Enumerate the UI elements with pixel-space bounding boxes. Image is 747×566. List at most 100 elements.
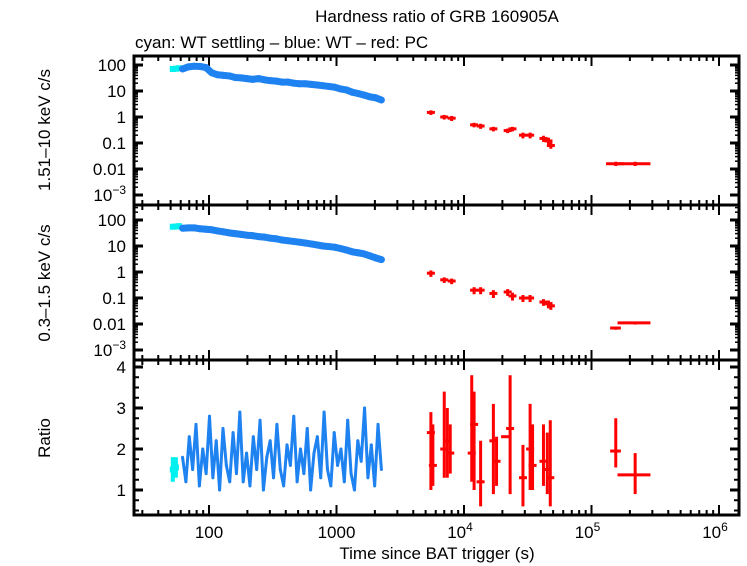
blue-point — [179, 224, 187, 232]
blue-point — [336, 245, 344, 253]
y-tick-label: 1 — [117, 108, 126, 127]
blue-point — [231, 74, 239, 82]
blue-point — [285, 443, 289, 447]
blue-point — [305, 427, 309, 430]
y-tick-label: 1 — [117, 263, 126, 282]
blue-point — [258, 418, 262, 422]
x-tick-label: 104 — [447, 520, 473, 542]
blue-point — [184, 224, 192, 232]
blue-point — [290, 79, 298, 87]
blue-point — [278, 468, 282, 471]
blue-point — [228, 480, 232, 484]
blue-point — [339, 447, 343, 451]
blue-point — [336, 85, 344, 93]
blue-series-ratio — [181, 406, 383, 492]
blue-point — [307, 80, 315, 88]
blue-point — [292, 414, 296, 418]
blue-point — [288, 463, 292, 467]
blue-point — [218, 488, 222, 492]
blue-point — [260, 76, 268, 84]
blue-point — [196, 62, 204, 70]
y-tick-label: 100 — [98, 56, 126, 75]
blue-point — [325, 82, 333, 90]
blue-point — [325, 468, 329, 471]
blue-point — [190, 224, 198, 232]
blue-point — [301, 80, 309, 88]
blue-point — [278, 78, 286, 86]
blue-point — [237, 74, 245, 82]
blue-point — [377, 256, 385, 264]
blue-point — [184, 480, 188, 484]
blue-point — [202, 64, 210, 72]
blue-point — [377, 96, 385, 104]
blue-point — [366, 93, 374, 101]
blue-point — [202, 225, 210, 233]
blue-point — [251, 435, 255, 439]
blue-point — [322, 410, 326, 414]
y-tick-label: 0.1 — [102, 289, 126, 308]
y-tick-label: 0.01 — [93, 160, 126, 179]
blue-point — [331, 83, 339, 91]
blue-point — [313, 81, 321, 89]
blue-point — [284, 237, 292, 245]
blue-point — [373, 484, 377, 488]
blue-point — [302, 472, 306, 476]
y-tick-label: 0.01 — [93, 315, 126, 334]
blue-point — [372, 254, 380, 262]
blue-point — [214, 71, 222, 79]
blue-point — [369, 443, 373, 447]
blue-point — [231, 230, 239, 238]
blue-point — [332, 431, 336, 435]
blue-point — [243, 231, 251, 239]
blue-point — [196, 225, 204, 233]
chart-title: Hardness ratio of GRB 160905A — [315, 7, 559, 26]
blue-point — [342, 246, 350, 254]
y-tick-label: 2 — [117, 440, 126, 459]
blue-point — [360, 91, 368, 99]
y-axis-label-hard: 1.51–10 keV c/s — [35, 69, 54, 191]
blue-point — [181, 455, 185, 459]
blue-point — [248, 484, 252, 488]
blue-point — [354, 249, 362, 257]
blue-point — [224, 463, 228, 467]
x-axis-label: Time since BAT trigger (s) — [339, 544, 534, 563]
blue-point — [348, 248, 356, 256]
blue-point — [295, 480, 299, 484]
blue-point — [219, 228, 227, 236]
blue-point — [191, 468, 195, 471]
blue-point — [342, 86, 350, 94]
blue-point — [194, 422, 198, 426]
blue-point — [184, 63, 192, 71]
x-tick-label: 1000 — [318, 523, 356, 542]
blue-point — [366, 476, 370, 480]
blue-point — [221, 427, 225, 430]
blue-point — [255, 233, 263, 241]
blue-point — [201, 447, 205, 451]
blue-point — [376, 422, 380, 426]
blue-point — [225, 229, 233, 237]
blue-point — [282, 484, 286, 488]
blue-point — [296, 238, 304, 246]
panel-frame-soft — [132, 203, 741, 362]
blue-point — [372, 94, 380, 102]
blue-point — [325, 243, 333, 251]
y-tick-label: 100 — [98, 211, 126, 230]
blue-point — [296, 80, 304, 88]
blue-point — [245, 451, 249, 455]
blue-point — [356, 439, 360, 443]
cyan-point — [169, 466, 176, 473]
blue-point — [272, 235, 280, 243]
blue-point — [354, 90, 362, 98]
blue-point — [265, 455, 269, 459]
blue-point — [363, 406, 367, 410]
x-tick-label: 100 — [195, 523, 223, 542]
y-tick-label: 10−3 — [93, 338, 126, 360]
blue-point — [319, 82, 327, 90]
blue-point — [208, 226, 216, 234]
blue-point — [211, 476, 215, 480]
cyan-point — [169, 66, 176, 73]
blue-point — [266, 77, 274, 85]
blue-point — [190, 62, 198, 70]
blue-point — [366, 252, 374, 260]
blue-point — [360, 250, 368, 258]
